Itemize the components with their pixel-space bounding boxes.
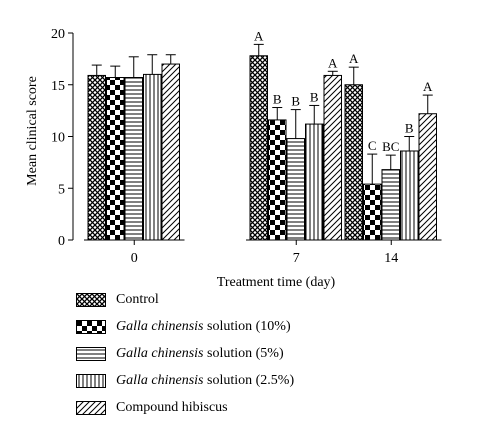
legend-swatch <box>76 373 106 388</box>
legend-item: Control <box>76 286 294 313</box>
legend-item: Galla chinensis solution (5%) <box>76 340 294 367</box>
significance-letter: B <box>273 92 282 107</box>
legend-label-italic: Galla chinensis <box>116 345 204 361</box>
y-tick-label: 15 <box>51 79 65 94</box>
legend-label-italic: Galla chinensis <box>116 318 204 334</box>
bar <box>106 77 125 241</box>
bar <box>268 119 287 241</box>
legend-label-text: solution (5%) <box>203 345 284 361</box>
legend: Control Galla chinensis solution (10%) Gal… <box>76 286 294 421</box>
bar <box>161 63 180 241</box>
significance-letter: B <box>291 94 300 109</box>
legend-label-italic: Galla chinensis <box>116 372 204 388</box>
bar <box>286 138 305 241</box>
legend-swatch <box>76 319 106 334</box>
bar <box>249 55 268 241</box>
bar <box>418 113 437 241</box>
significance-letter: B <box>405 121 414 136</box>
y-axis-label: Mean clinical score <box>25 76 40 186</box>
significance-letter: A <box>328 55 338 70</box>
legend-label-text: Compound hibiscus <box>116 399 228 415</box>
legend-item: Compound hibiscus <box>76 394 294 421</box>
bar <box>124 77 143 241</box>
legend-label: Galla chinensis solution (5%) <box>116 346 284 362</box>
legend-swatch <box>76 292 106 307</box>
y-tick-label: 10 <box>51 131 65 146</box>
bar <box>381 169 400 241</box>
legend-item: Galla chinensis solution (2.5%) <box>76 367 294 394</box>
significance-letter: C <box>368 138 377 153</box>
x-axis-label: Treatment time (day) <box>217 275 336 290</box>
x-tick-label: 7 <box>293 251 300 266</box>
legend-swatch <box>76 400 106 415</box>
bar <box>400 150 419 241</box>
x-tick-label: 14 <box>384 251 398 266</box>
legend-label-text: solution (10%) <box>203 318 291 334</box>
significance-letter: BC <box>382 139 399 154</box>
significance-letter: B <box>310 89 319 104</box>
significance-letter: A <box>423 79 433 94</box>
significance-letter: A <box>254 28 264 43</box>
legend-label: Galla chinensis solution (2.5%) <box>116 373 294 389</box>
legend-label: Galla chinensis solution (10%) <box>116 319 291 335</box>
y-tick-label: 20 <box>51 27 65 42</box>
legend-label: Compound hibiscus <box>116 400 228 416</box>
significance-letter: A <box>349 51 359 66</box>
legend-swatch <box>76 346 106 361</box>
bar <box>305 123 324 241</box>
y-tick-label: 0 <box>58 234 65 249</box>
bar <box>363 183 382 241</box>
bar <box>143 73 162 241</box>
bar <box>344 84 363 241</box>
y-tick-label: 5 <box>58 182 65 197</box>
legend-label-text: Control <box>116 291 159 307</box>
legend-label: Control <box>116 292 159 308</box>
legend-label-text: solution (2.5%) <box>203 372 295 388</box>
legend-item: Galla chinensis solution (10%) <box>76 313 294 340</box>
x-tick-label: 0 <box>131 251 138 266</box>
bar <box>87 74 106 241</box>
bar <box>323 74 342 241</box>
